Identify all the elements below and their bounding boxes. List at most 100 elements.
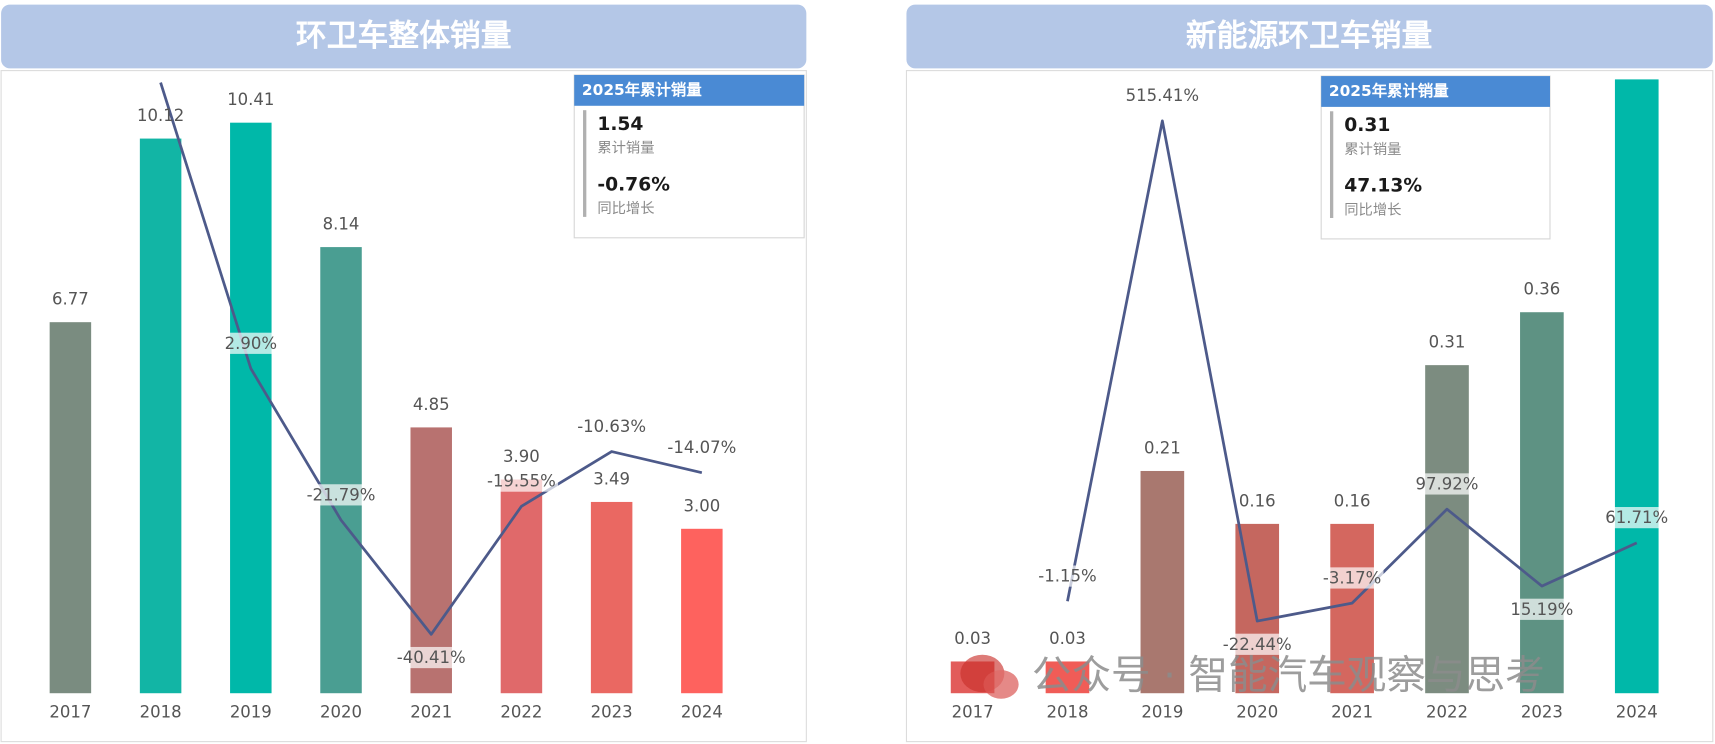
- data-label: 4.85: [413, 395, 450, 414]
- label-bg: [1036, 565, 1099, 587]
- line-label: -1.15%: [1038, 567, 1096, 586]
- line-label: -10.63%: [577, 417, 646, 436]
- line-label: -21.79%: [307, 485, 376, 504]
- chart-title: 新能源环卫车销量: [1186, 18, 1432, 54]
- x-tick-label: 2020: [1236, 703, 1278, 722]
- card-value: 0.31: [1344, 115, 1390, 136]
- card-caption: 同比增长: [1344, 201, 1401, 218]
- label-bg: [304, 484, 378, 506]
- label-bg: [1320, 567, 1384, 589]
- bar: [500, 479, 543, 694]
- bar: [1045, 661, 1090, 694]
- line: [159, 82, 703, 636]
- bar: [1614, 79, 1659, 694]
- label-layer: 6.77 10.12 10.41 8.14 4.85 3.90 3.49 3.00 2.90% -…: [52, 90, 739, 669]
- x-tick-label: 2017: [49, 703, 91, 722]
- bar: [139, 138, 182, 694]
- label-bg: [1603, 507, 1671, 529]
- panel-right: 新能源环卫车销量: [905, 4, 1714, 743]
- label-bg: [574, 415, 649, 437]
- line-label: 61.71%: [1605, 508, 1668, 527]
- data-label: 0.21: [1144, 438, 1181, 457]
- bar: [1235, 523, 1280, 694]
- card-caption: 累计销量: [597, 140, 654, 157]
- bar: [230, 122, 272, 694]
- data-label: 10.12: [137, 106, 184, 125]
- x-tick-label: 2021: [410, 703, 452, 722]
- data-label: 0.31: [1429, 333, 1466, 352]
- bar: [320, 247, 362, 694]
- card-title: 2025年累计销量: [582, 80, 702, 99]
- plots: 2017 2018 2019 2020 2021 2022 2023 2024 6.77 10.1…: [49, 79, 1671, 722]
- label-layer: 0.03 0.03 0.21 0.16 0.16 0.31 0.36 -1.15% 515.41…: [954, 85, 1671, 655]
- x-tick-label: 2021: [1331, 703, 1373, 722]
- data-label: 0.16: [1239, 491, 1276, 510]
- bar: [1140, 470, 1185, 694]
- data-label: 0.03: [954, 629, 991, 648]
- watermark: 公众号 · 智能汽车观察与思考: [960, 652, 1545, 699]
- line: [1066, 119, 1638, 623]
- label-bg: [1508, 598, 1576, 620]
- bar: [1520, 312, 1564, 694]
- data-label: 0.16: [1334, 491, 1371, 510]
- x-tick-label: 2023: [1521, 703, 1563, 722]
- card-growth: 47.13%: [1344, 176, 1422, 197]
- label-bg: [484, 470, 559, 492]
- card-growth: -0.76%: [597, 174, 670, 195]
- kpi-card: 2025年累计销量 0.31 累计销量 47.13% 同比增长: [1320, 75, 1551, 240]
- data-label: 0.36: [1524, 280, 1561, 299]
- data-label: 10.41: [227, 90, 274, 109]
- x-tick-label: 2017: [952, 703, 994, 722]
- watermark-icon: [983, 670, 1019, 699]
- bar: [49, 322, 92, 694]
- bar: [590, 501, 633, 694]
- bar: [1330, 523, 1374, 694]
- watermark-text: 公众号 · 智能汽车观察与思考: [1032, 652, 1545, 698]
- card-value: 1.54: [597, 114, 643, 135]
- card-accent: [1329, 111, 1334, 218]
- kpi-card: 2025年累计销量 1.54 累计销量 -0.76% 同比增长: [573, 74, 805, 239]
- card-header: [1321, 76, 1550, 107]
- card-title: 2025年累计销量: [1329, 81, 1449, 100]
- x-tick-label: 2022: [500, 703, 542, 722]
- x-tick-label: 2024: [681, 703, 723, 722]
- line-label: -19.55%: [487, 472, 556, 491]
- header-bg: [906, 4, 1713, 69]
- card-caption: 累计销量: [1344, 141, 1401, 158]
- x-tick-label: 2023: [591, 703, 633, 722]
- panel-body: [905, 70, 1714, 743]
- x-tick-label: 2019: [230, 703, 272, 722]
- line-label: 15.19%: [1510, 600, 1573, 619]
- label-bg: [222, 332, 280, 354]
- x-tick-label: 2024: [1616, 703, 1658, 722]
- data-label: 8.14: [323, 215, 360, 234]
- line-label: 97.92%: [1416, 474, 1479, 493]
- line-label: 515.41%: [1126, 86, 1199, 105]
- label-bg: [665, 436, 739, 459]
- label-bg: [1123, 85, 1202, 107]
- x-tick-label: 2020: [320, 703, 362, 722]
- x-tick-label: 2018: [140, 703, 182, 722]
- card-accent: [583, 110, 587, 217]
- label-bg: [1413, 473, 1481, 495]
- data-label: 3.49: [593, 469, 630, 488]
- line-label: -3.17%: [1323, 568, 1381, 587]
- line-label: -40.41%: [397, 648, 466, 667]
- data-label: 3.00: [683, 496, 720, 515]
- data-label: 3.90: [503, 447, 540, 466]
- chart: 2017 2018 2019 2020 2021 2022 2023 2024: [950, 79, 1659, 722]
- chart-title: 环卫车整体销量: [296, 18, 512, 54]
- line-label: -22.44%: [1223, 635, 1292, 654]
- header-bg: [1, 4, 807, 69]
- card-caption: 同比增长: [597, 200, 654, 217]
- x-tick-label: 2022: [1426, 703, 1468, 722]
- line-label: 2.90%: [225, 334, 277, 353]
- data-label: 6.77: [52, 290, 89, 309]
- line-label: -14.07%: [667, 438, 736, 457]
- x-tick-label: 2018: [1046, 703, 1088, 722]
- card-header: [574, 74, 805, 106]
- bar: [1425, 365, 1469, 694]
- label-bg: [394, 646, 468, 669]
- data-label: 0.03: [1049, 629, 1086, 648]
